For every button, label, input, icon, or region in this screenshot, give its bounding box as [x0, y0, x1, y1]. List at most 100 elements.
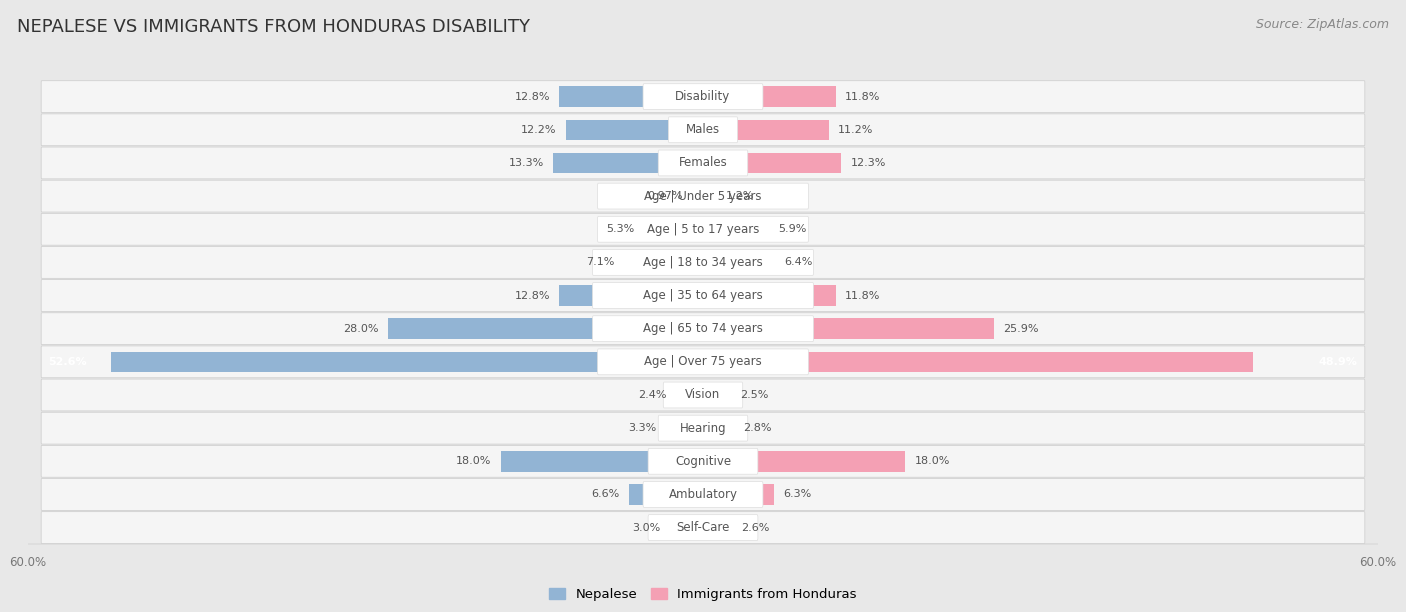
- Bar: [703, 451, 905, 472]
- Bar: [666, 418, 703, 438]
- Text: Age | 18 to 34 years: Age | 18 to 34 years: [643, 256, 763, 269]
- FancyBboxPatch shape: [41, 147, 1365, 179]
- Bar: [623, 252, 703, 273]
- FancyBboxPatch shape: [41, 412, 1365, 444]
- Bar: [628, 484, 703, 505]
- Text: Age | Under 5 years: Age | Under 5 years: [644, 190, 762, 203]
- Text: 52.6%: 52.6%: [48, 357, 87, 367]
- Bar: [560, 86, 703, 107]
- Bar: [703, 351, 1253, 372]
- Legend: Nepalese, Immigrants from Honduras: Nepalese, Immigrants from Honduras: [544, 582, 862, 606]
- FancyBboxPatch shape: [41, 247, 1365, 278]
- Text: 11.8%: 11.8%: [845, 291, 880, 300]
- Text: Females: Females: [679, 157, 727, 170]
- Text: 6.3%: 6.3%: [783, 490, 811, 499]
- Text: 6.6%: 6.6%: [592, 490, 620, 499]
- Bar: [669, 517, 703, 538]
- Bar: [703, 484, 773, 505]
- Text: Age | 35 to 64 years: Age | 35 to 64 years: [643, 289, 763, 302]
- Bar: [554, 152, 703, 173]
- FancyBboxPatch shape: [41, 313, 1365, 345]
- Text: 3.3%: 3.3%: [628, 423, 657, 433]
- FancyBboxPatch shape: [592, 316, 814, 341]
- Bar: [703, 252, 775, 273]
- FancyBboxPatch shape: [41, 280, 1365, 312]
- Bar: [388, 318, 703, 339]
- Text: Vision: Vision: [685, 389, 721, 401]
- Bar: [676, 385, 703, 405]
- Text: Age | 65 to 74 years: Age | 65 to 74 years: [643, 322, 763, 335]
- Text: 5.3%: 5.3%: [606, 224, 634, 234]
- Text: 11.8%: 11.8%: [845, 92, 880, 102]
- FancyBboxPatch shape: [598, 216, 808, 242]
- Text: 2.4%: 2.4%: [638, 390, 666, 400]
- Text: 11.2%: 11.2%: [838, 125, 873, 135]
- Bar: [644, 219, 703, 239]
- Text: 3.0%: 3.0%: [633, 523, 661, 532]
- FancyBboxPatch shape: [658, 150, 748, 176]
- FancyBboxPatch shape: [658, 415, 748, 441]
- Text: 2.6%: 2.6%: [741, 523, 769, 532]
- Text: NEPALESE VS IMMIGRANTS FROM HONDURAS DISABILITY: NEPALESE VS IMMIGRANTS FROM HONDURAS DIS…: [17, 18, 530, 36]
- Text: Ambulatory: Ambulatory: [668, 488, 738, 501]
- FancyBboxPatch shape: [41, 512, 1365, 543]
- Text: 18.0%: 18.0%: [456, 457, 492, 466]
- Text: 13.3%: 13.3%: [509, 158, 544, 168]
- Bar: [703, 385, 731, 405]
- FancyBboxPatch shape: [592, 250, 814, 275]
- Text: Age | Over 75 years: Age | Over 75 years: [644, 356, 762, 368]
- Bar: [703, 318, 994, 339]
- Text: 12.3%: 12.3%: [851, 158, 886, 168]
- Text: 6.4%: 6.4%: [785, 258, 813, 267]
- Text: 12.8%: 12.8%: [515, 92, 550, 102]
- Text: 5.9%: 5.9%: [779, 224, 807, 234]
- Text: 2.5%: 2.5%: [740, 390, 769, 400]
- FancyBboxPatch shape: [41, 346, 1365, 378]
- Text: Age | 5 to 17 years: Age | 5 to 17 years: [647, 223, 759, 236]
- Text: 12.8%: 12.8%: [515, 291, 550, 300]
- Bar: [692, 186, 703, 206]
- FancyBboxPatch shape: [668, 117, 738, 143]
- Text: 18.0%: 18.0%: [914, 457, 950, 466]
- Text: Disability: Disability: [675, 90, 731, 103]
- Bar: [703, 285, 835, 306]
- Text: Hearing: Hearing: [679, 422, 727, 435]
- Bar: [703, 186, 717, 206]
- FancyBboxPatch shape: [41, 114, 1365, 146]
- FancyBboxPatch shape: [598, 349, 808, 375]
- Bar: [565, 119, 703, 140]
- FancyBboxPatch shape: [41, 479, 1365, 510]
- FancyBboxPatch shape: [41, 214, 1365, 245]
- FancyBboxPatch shape: [648, 515, 758, 540]
- Text: Cognitive: Cognitive: [675, 455, 731, 468]
- Text: 0.97%: 0.97%: [648, 191, 683, 201]
- Text: 1.2%: 1.2%: [725, 191, 754, 201]
- Bar: [703, 517, 733, 538]
- Bar: [703, 86, 835, 107]
- Text: 7.1%: 7.1%: [586, 258, 614, 267]
- FancyBboxPatch shape: [598, 183, 808, 209]
- Text: Source: ZipAtlas.com: Source: ZipAtlas.com: [1256, 18, 1389, 31]
- Text: Self-Care: Self-Care: [676, 521, 730, 534]
- Bar: [703, 219, 769, 239]
- FancyBboxPatch shape: [41, 81, 1365, 113]
- Text: 28.0%: 28.0%: [343, 324, 380, 334]
- FancyBboxPatch shape: [41, 180, 1365, 212]
- FancyBboxPatch shape: [592, 283, 814, 308]
- FancyBboxPatch shape: [41, 446, 1365, 477]
- Text: Males: Males: [686, 123, 720, 136]
- Bar: [111, 351, 703, 372]
- Bar: [560, 285, 703, 306]
- Text: 2.8%: 2.8%: [744, 423, 772, 433]
- FancyBboxPatch shape: [664, 382, 742, 408]
- Text: 48.9%: 48.9%: [1319, 357, 1358, 367]
- Text: 12.2%: 12.2%: [522, 125, 557, 135]
- FancyBboxPatch shape: [41, 379, 1365, 411]
- Bar: [703, 418, 734, 438]
- FancyBboxPatch shape: [643, 482, 763, 507]
- Bar: [703, 152, 841, 173]
- Text: 25.9%: 25.9%: [1004, 324, 1039, 334]
- FancyBboxPatch shape: [648, 449, 758, 474]
- FancyBboxPatch shape: [643, 84, 763, 110]
- Bar: [703, 119, 830, 140]
